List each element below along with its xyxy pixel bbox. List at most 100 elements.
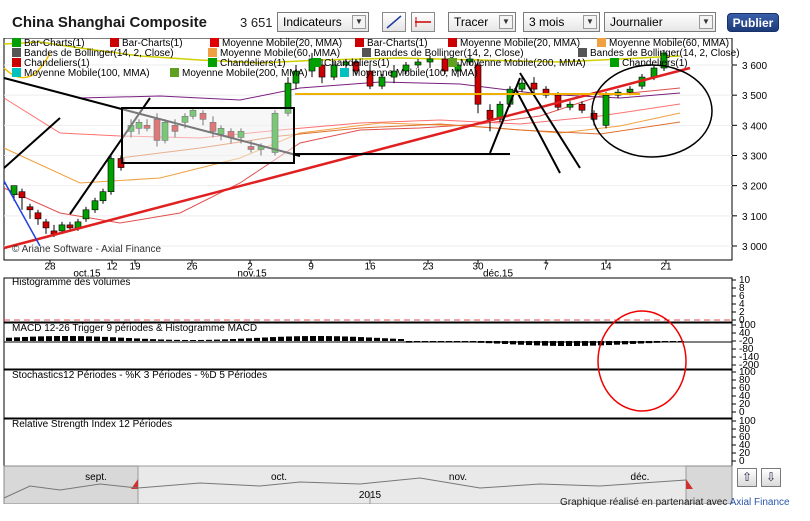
zoom-out-button[interactable]: ⇧ xyxy=(737,468,757,487)
macd-histogram-bar xyxy=(606,341,612,346)
candle-up xyxy=(566,103,574,108)
user-drawings xyxy=(3,52,691,250)
price-axis: 3 600 3 500 3 400 3 300 3 200 3 100 3 000 xyxy=(732,61,767,253)
candle-down xyxy=(318,64,326,78)
legend-swatch xyxy=(12,48,21,57)
legend-label: Chandeliers(1) xyxy=(324,58,390,69)
candle-down xyxy=(366,70,374,87)
macd-histogram-bar xyxy=(214,339,220,341)
navigator-right-handle[interactable] xyxy=(686,479,693,489)
period-select[interactable]: 3 mois ▼ xyxy=(523,12,600,32)
sub-tick-label: 60 xyxy=(739,383,751,394)
volume-panel-frame xyxy=(3,277,733,323)
indicators-dropdown[interactable]: Indicateurs ▼ xyxy=(277,12,369,32)
macd-histogram-bar xyxy=(390,338,396,341)
subpanel-axes: 108642010040-20-80-140-20010080604020010… xyxy=(732,275,759,467)
macd-histogram-bar xyxy=(414,341,420,343)
candle-down xyxy=(18,191,26,199)
sub-tick-label: 4 xyxy=(739,299,745,310)
candle-up xyxy=(342,61,350,66)
legend-swatch xyxy=(448,58,457,67)
price-tick-label: 3 000 xyxy=(742,242,767,253)
last-price: 3 651 xyxy=(240,15,273,30)
legend-item: Moyenne Mobile(60, MMA) xyxy=(597,38,729,49)
trend-line-blue xyxy=(3,180,41,247)
candle-up xyxy=(99,191,107,202)
candle-up xyxy=(82,209,90,220)
rsi-panel-label: Relative Strength Index 12 Périodes xyxy=(12,419,173,430)
macd-histogram-bar xyxy=(246,338,252,341)
sub-tick-label: 0 xyxy=(739,315,745,326)
macd-histogram-bar xyxy=(382,338,388,341)
legend-item: Moyenne Mobile(20, MMA) xyxy=(448,38,580,49)
horizontal-line-icon xyxy=(415,17,431,27)
legend-label: Moyenne Mobile(60, MMA) xyxy=(609,38,730,49)
legend-item: Bandes de Bollinger(14, 2, Close) xyxy=(578,48,740,59)
support-line xyxy=(3,66,691,250)
sub-tick-label: 80 xyxy=(739,424,751,435)
macd-histogram-bar xyxy=(230,339,236,341)
macd-histogram-bar xyxy=(366,337,372,341)
sub-tick-label: 0 xyxy=(739,407,745,418)
date-tick-label: 7 xyxy=(543,261,549,272)
macd-histogram-bar xyxy=(470,341,476,343)
macd-histogram-bar xyxy=(270,337,276,341)
candle-up xyxy=(454,64,462,72)
candle-down xyxy=(530,82,538,90)
macd-panel-frame xyxy=(3,322,733,370)
sub-tick-label: 100 xyxy=(739,367,756,378)
instrument-title: China Shanghai Composite xyxy=(12,14,208,31)
macd-histogram-bar xyxy=(70,336,76,341)
legend-swatch xyxy=(12,58,21,67)
publish-button[interactable]: Publier xyxy=(727,13,779,32)
chevron-down-icon: ▼ xyxy=(583,15,597,29)
macd-histogram-bar xyxy=(294,336,300,341)
sub-tick-label: 100 xyxy=(739,320,756,331)
navigator-left-handle[interactable] xyxy=(131,479,138,489)
date-tick-label: 30 xyxy=(472,261,484,272)
legend-item: Bandes de Bollinger(14, 2, Close) xyxy=(362,48,524,59)
candle-down xyxy=(590,112,598,120)
legend-swatch xyxy=(208,48,217,57)
macd-histogram-bar xyxy=(646,341,652,344)
macd-histogram-bar xyxy=(254,337,260,341)
navigator-line xyxy=(3,477,687,499)
zoom-in-button[interactable]: ⇩ xyxy=(761,468,781,487)
moving-average-200 xyxy=(3,41,681,64)
macd-histogram-bar xyxy=(174,339,180,341)
draw-hline-button[interactable] xyxy=(411,12,435,32)
macd-histogram-bar xyxy=(446,341,452,343)
macd-histogram-bar xyxy=(558,341,564,346)
legend-label: Chandeliers(1) xyxy=(622,58,688,69)
legend-item: Moyenne Mobile(100, MMA) xyxy=(12,68,150,79)
month-tick-label: oct.15 xyxy=(73,268,101,279)
draw-line-button[interactable] xyxy=(382,12,406,32)
macd-histogram-bar xyxy=(6,337,12,341)
footer-link[interactable]: Axial Finance xyxy=(729,497,790,508)
macd-histogram-bar xyxy=(198,339,204,341)
trend-line-icon xyxy=(386,15,402,29)
chevron-down-icon: ▼ xyxy=(699,15,713,29)
chevron-down-icon: ▼ xyxy=(352,15,366,29)
chevron-down-icon: ▼ xyxy=(499,15,513,29)
candle-up xyxy=(58,224,66,232)
macd-histogram-bar xyxy=(54,336,60,341)
macd-histogram-bar xyxy=(14,337,20,341)
macd-histogram-bar xyxy=(550,341,556,346)
macd-histogram-bar xyxy=(662,341,668,343)
macd-histogram-bar xyxy=(110,337,116,341)
date-axis: 28 12 19 26 2 9 16 23 30 7 14 21 oct.15 nov.15 déc.15 xyxy=(44,260,672,279)
bollinger-band xyxy=(3,97,681,139)
macd-histogram-bar xyxy=(30,336,36,341)
legend-swatch xyxy=(208,58,217,67)
legend-item: Bar-Charts(1) xyxy=(12,38,85,49)
macd-histogram-bar xyxy=(334,336,340,341)
macd-histogram-bar xyxy=(302,336,308,341)
legend-label: Bandes de Bollinger(14, 2, Close) xyxy=(590,48,740,59)
macd-histogram-bar xyxy=(678,341,684,343)
candle-down xyxy=(578,103,586,111)
interval-select[interactable]: Journalier ▼ xyxy=(604,12,716,32)
tracer-dropdown[interactable]: Tracer ▼ xyxy=(448,12,516,32)
navigator-month: déc. xyxy=(631,472,650,483)
